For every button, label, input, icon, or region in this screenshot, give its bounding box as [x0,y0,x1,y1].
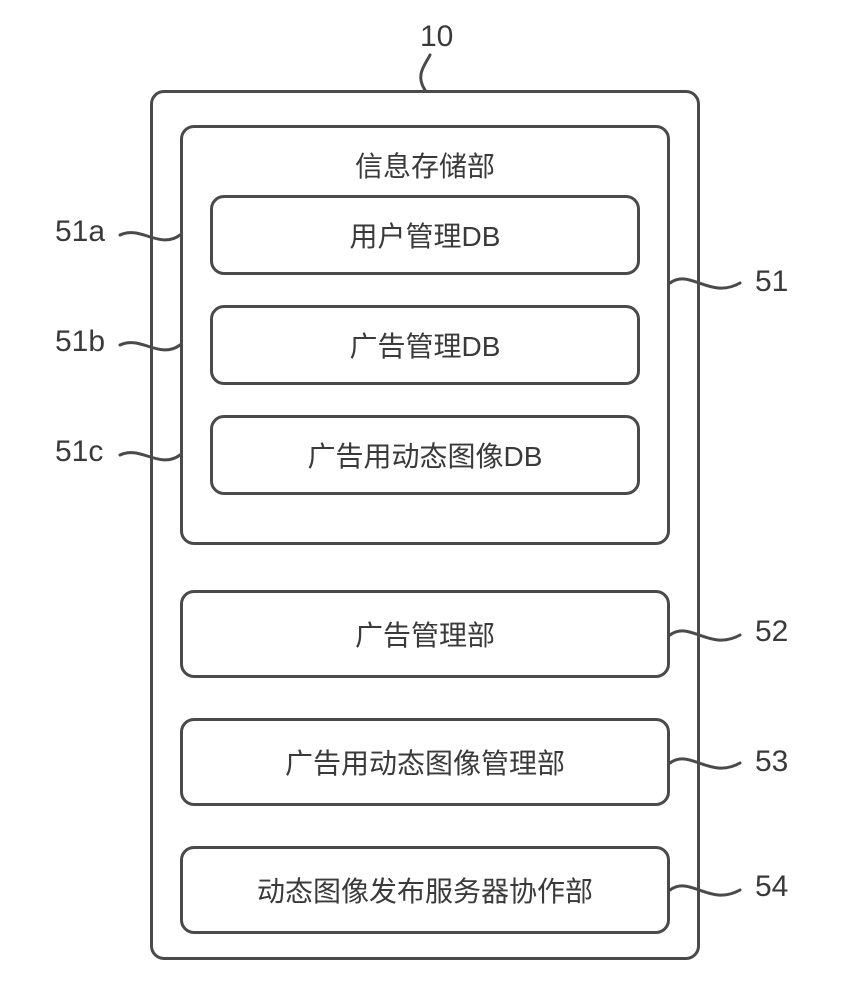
leader-54 [0,0,842,1000]
diagram-canvas: 信息存储部用户管理DB广告管理DB广告用动态图像DB广告管理部广告用动态图像管理… [0,0,842,1000]
callout-label-54: 54 [755,870,788,904]
